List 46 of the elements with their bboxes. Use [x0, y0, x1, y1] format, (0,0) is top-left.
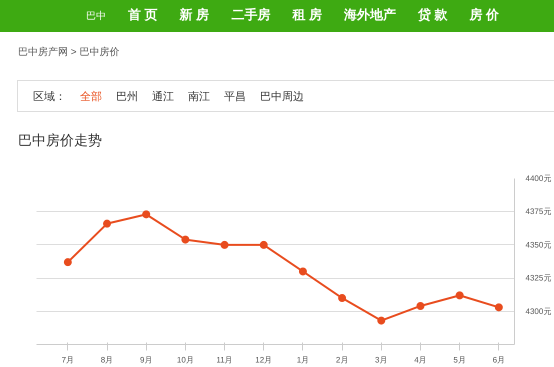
y-tick-label: 4325元 — [526, 274, 552, 283]
y-tick-label: 4300元 — [526, 306, 552, 316]
point — [64, 258, 72, 266]
x-tick-label: 4月 — [414, 356, 427, 364]
chart-title: 巴中房价走势 — [17, 131, 102, 150]
point — [142, 210, 150, 218]
text: 巴中房产网 > 巴中房价 — [17, 46, 120, 60]
text: 全部 — [80, 91, 102, 103]
point — [103, 220, 112, 228]
point — [416, 302, 424, 310]
y-tick-label: 4375元 — [526, 207, 552, 216]
point — [377, 316, 386, 325]
x-tick-label: 11月 — [216, 356, 233, 364]
text: 区域： — [33, 91, 66, 103]
text: 巴中周边 — [260, 91, 304, 103]
x-tick-label: 3月 — [375, 356, 388, 364]
text: 巴中 — [86, 11, 106, 22]
x-tick-label: 10月 — [176, 356, 194, 364]
x-tick-label: 2月 — [336, 356, 348, 364]
text: 首 页 — [128, 7, 158, 22]
point — [494, 303, 503, 312]
x-tick-label: 7月 — [62, 356, 74, 364]
point — [456, 291, 464, 300]
point — [220, 240, 229, 249]
x-tick-label: 8月 — [100, 356, 114, 364]
text: 通江 — [152, 91, 174, 103]
text: 巴州 — [116, 91, 138, 103]
y-tick-label: 4350元 — [526, 240, 552, 250]
point — [260, 240, 268, 249]
x-tick-label: 6月 — [492, 356, 506, 364]
point — [338, 294, 346, 302]
text: 租 房 — [292, 7, 322, 22]
y-tick-label: 4400元 — [526, 174, 552, 183]
text: 二手房 — [231, 7, 270, 22]
text: 新 房 — [180, 7, 210, 22]
text: 平昌 — [224, 91, 246, 103]
text: 南江 — [188, 91, 210, 103]
text: 海外地产 — [344, 7, 396, 22]
x-tick-label: 9月 — [140, 356, 152, 364]
x-tick-label: 12月 — [255, 356, 272, 364]
x-tick-label: 1月 — [296, 356, 310, 364]
point — [298, 267, 307, 276]
x-tick-label: 5月 — [453, 356, 466, 364]
text: 贷 款 — [418, 7, 448, 22]
text: 房 价 — [470, 7, 500, 22]
point — [181, 236, 190, 244]
